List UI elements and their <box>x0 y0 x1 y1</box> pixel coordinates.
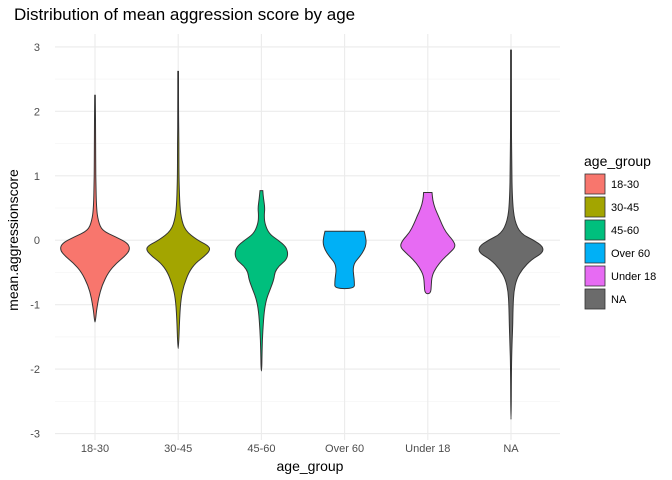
legend-label: NA <box>611 294 627 306</box>
violin-na <box>478 49 544 420</box>
x-tick-label: NA <box>503 443 519 455</box>
y-axis-title: mean.aggressionscore <box>5 169 21 311</box>
x-tick-label: Over 60 <box>325 443 364 455</box>
legend-key <box>584 288 606 310</box>
legend-label: Over 60 <box>611 248 650 260</box>
y-tick-label: -2 <box>30 364 40 376</box>
violin-18-30 <box>60 94 130 323</box>
legend-label: 30-45 <box>611 202 639 214</box>
x-tick-label: Under 18 <box>405 443 450 455</box>
legend-label: Under 18 <box>611 271 656 283</box>
legend-key <box>584 265 606 287</box>
violin-30-45 <box>146 70 211 350</box>
y-tick-label: 2 <box>34 106 40 118</box>
x-axis-ticks: 18-30 30-45 45-60 Over 60 Under 18 NA <box>81 443 519 455</box>
y-axis-ticks: 3 2 1 0 -1 -2 -3 <box>30 42 40 441</box>
legend-label: 45-60 <box>611 225 639 237</box>
legend-key <box>584 196 606 218</box>
legend-key <box>584 219 606 241</box>
y-tick-label: 3 <box>34 42 40 54</box>
x-axis-title: age_group <box>277 458 344 474</box>
violin-group <box>60 49 544 420</box>
violin-over-60 <box>322 230 367 290</box>
y-tick-label: -1 <box>30 300 40 312</box>
y-tick-label: -3 <box>30 429 40 441</box>
x-tick-label: 45-60 <box>247 443 275 455</box>
x-tick-label: 18-30 <box>81 443 109 455</box>
y-tick-label: 1 <box>34 171 40 183</box>
violin-45-60 <box>234 190 289 372</box>
legend: age_group 18-30 30-45 45-60 Over 60 Under 18… <box>584 153 656 310</box>
plot-grid <box>55 34 560 440</box>
x-tick-label: 30-45 <box>164 443 192 455</box>
legend-label: 18-30 <box>611 179 639 191</box>
chart-title: Distribution of mean aggression score by… <box>14 5 355 24</box>
legend-title: age_group <box>584 153 651 169</box>
violin-under-18 <box>400 192 456 295</box>
legend-key <box>584 242 606 264</box>
legend-key <box>584 173 606 195</box>
y-tick-label: 0 <box>34 235 40 247</box>
